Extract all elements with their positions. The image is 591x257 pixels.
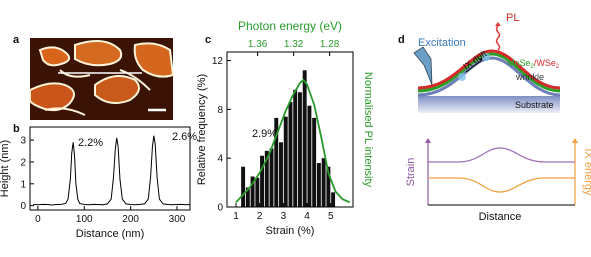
y-tick-label: 0 xyxy=(217,203,223,214)
label-part: 2 xyxy=(531,64,535,70)
histogram-bar xyxy=(302,70,307,207)
panel-label: d xyxy=(398,34,405,46)
histogram-bar xyxy=(260,155,265,207)
histogram-bar xyxy=(316,163,321,207)
x-tick-label: 0 xyxy=(35,214,41,225)
y-tick-label: 4 xyxy=(217,154,223,165)
histogram-bar xyxy=(269,148,274,207)
excitation-label: Excitation xyxy=(418,37,466,49)
strain-label: Strain xyxy=(405,158,417,187)
histogram-bar xyxy=(288,102,293,207)
y-tick-label: 1 xyxy=(20,179,26,190)
histogram-bar xyxy=(245,187,250,207)
x-tick-label: 200 xyxy=(122,214,139,225)
x-axis-label: Strain (%) xyxy=(266,225,315,237)
x2-tick-label: 1.28 xyxy=(320,39,340,50)
x-tick-label: 3 xyxy=(281,211,287,222)
histogram-bar xyxy=(293,89,298,207)
ix-energy-label: IX energy xyxy=(582,148,591,196)
x-axis-label: Distance (nm) xyxy=(76,228,144,240)
annotation: 2.6% xyxy=(172,131,197,143)
histogram-bar xyxy=(326,166,331,207)
y-tick-label: 12 xyxy=(212,56,224,67)
x-tick-label: 2 xyxy=(257,211,263,222)
histogram-bar xyxy=(283,116,288,207)
histogram-bar xyxy=(312,117,317,207)
heterostructure-label: MoSe2/WSe2 xyxy=(507,58,560,70)
x-tick-label: 1 xyxy=(233,211,239,222)
annotation: 2.9% xyxy=(252,128,277,140)
histogram-bar xyxy=(307,105,312,207)
x-tick-label: 100 xyxy=(76,214,93,225)
wrinkle-diagram xyxy=(413,22,578,206)
x-tick-label: 5 xyxy=(328,211,334,222)
label-part: /WSe xyxy=(534,58,556,68)
x2-tick-label: 1.36 xyxy=(248,39,268,50)
label-part: 2 xyxy=(556,64,560,70)
height-profile xyxy=(33,135,191,206)
panel-label: a xyxy=(13,34,20,46)
y-axis-label: Height (nm) xyxy=(0,140,11,197)
histogram-bar xyxy=(264,150,269,207)
histogram-bar xyxy=(274,117,279,207)
x2-axis-label: Photon energy (eV) xyxy=(238,19,342,33)
y-tick-label: 0 xyxy=(20,201,26,212)
y-tick-label: 2 xyxy=(20,157,26,168)
y-axis-label: Relative frequency (%) xyxy=(196,74,208,185)
histogram-bar xyxy=(255,177,260,207)
histogram-bar xyxy=(250,176,255,207)
plot-frame xyxy=(226,51,354,208)
distance-label: Distance xyxy=(479,211,522,223)
y-tick-label: 8 xyxy=(217,105,223,116)
pl-label: PL xyxy=(506,12,519,24)
histogram-bar xyxy=(241,166,246,207)
annotation: 2.2% xyxy=(78,137,103,149)
x-tick-label: 300 xyxy=(169,214,186,225)
plot-frame xyxy=(29,126,191,211)
substrate-label: Substrate xyxy=(515,100,554,110)
histogram-bar xyxy=(331,192,336,207)
panel-label: b xyxy=(13,123,20,135)
afm-image xyxy=(29,38,175,120)
histogram-bar xyxy=(279,142,283,207)
panel-label: c xyxy=(205,34,211,46)
wrinkle-label: wrinkle xyxy=(515,72,544,82)
pl-intensity-line xyxy=(235,78,351,204)
label-part: MoSe xyxy=(507,58,531,68)
y2-axis-label: Normalised PL intensity xyxy=(362,72,374,188)
x-tick-label: 4 xyxy=(304,211,310,222)
x2-tick-label: 1.32 xyxy=(284,39,304,50)
y-tick-label: 3 xyxy=(20,136,26,147)
histogram-bar xyxy=(321,158,326,207)
histogram-bar xyxy=(297,92,302,207)
